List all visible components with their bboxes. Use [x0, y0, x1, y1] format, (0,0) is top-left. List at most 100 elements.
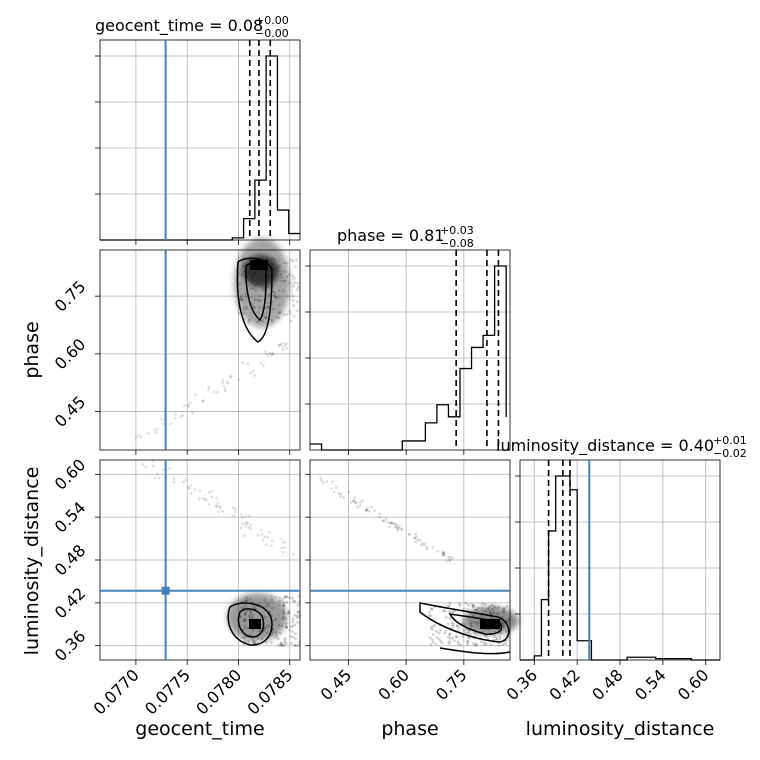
- sample-point: [239, 526, 242, 530]
- sample-point: [427, 614, 431, 618]
- sample-point: [296, 285, 300, 289]
- sample-point: [279, 537, 283, 541]
- sample-point: [448, 633, 452, 637]
- sample-point: [153, 476, 157, 480]
- sample-point: [297, 615, 301, 619]
- sample-point: [294, 265, 297, 269]
- title-phase-main: phase = 0.81: [337, 226, 444, 245]
- sample-point: [354, 501, 358, 505]
- sample-point: [453, 639, 456, 643]
- sample-point: [416, 538, 420, 542]
- contour-core: [249, 619, 261, 629]
- sample-point: [168, 467, 172, 470]
- sample-point: [415, 535, 418, 539]
- sample-point: [249, 527, 253, 530]
- sample-point: [293, 281, 297, 284]
- y-tick-label: 0.36: [51, 627, 90, 666]
- sample-point: [367, 509, 371, 513]
- sample-point: [431, 640, 435, 644]
- sample-point: [293, 643, 297, 647]
- sample-point: [425, 547, 429, 551]
- x-tick-label: 0.0785: [244, 665, 297, 718]
- sample-point: [364, 508, 368, 512]
- sample-point: [137, 434, 140, 437]
- sample-point: [429, 614, 433, 618]
- sample-point: [388, 525, 392, 529]
- hist-panel-geocent-time: [95, 39, 301, 245]
- sample-point: [381, 519, 385, 523]
- sample-point: [296, 643, 300, 647]
- sample-point: [492, 635, 496, 639]
- sample-point: [472, 642, 475, 645]
- sample-point: [495, 637, 499, 641]
- sample-point: [215, 496, 218, 500]
- title-luminosity-distance-main: luminosity_distance = 0.40: [496, 436, 714, 456]
- contour-outer: [419, 602, 510, 643]
- sample-point: [480, 640, 483, 643]
- sample-point: [319, 476, 323, 480]
- sample-point: [207, 502, 211, 506]
- sample-point: [489, 604, 493, 608]
- sample-point: [162, 468, 165, 472]
- sample-point: [408, 532, 412, 536]
- sample-point: [157, 476, 161, 480]
- sample-point: [279, 641, 283, 645]
- sample-point: [172, 477, 176, 480]
- sample-point: [480, 601, 484, 605]
- sample-point: [359, 501, 363, 504]
- sample-point: [201, 399, 205, 403]
- sample-point: [223, 389, 227, 393]
- sample-point: [378, 515, 381, 519]
- x-tick-label: 0.0770: [90, 665, 143, 718]
- sample-point: [264, 352, 268, 356]
- sample-point: [249, 523, 253, 527]
- sample-point: [441, 550, 444, 554]
- sample-point: [447, 642, 451, 645]
- sample-point: [443, 609, 447, 613]
- sample-point: [467, 636, 471, 640]
- sample-point: [266, 354, 270, 357]
- sample-point: [291, 624, 295, 628]
- sample-point: [248, 640, 251, 644]
- histogram-step: [100, 55, 300, 241]
- sample-point: [288, 628, 292, 632]
- sample-point: [490, 603, 494, 607]
- sample-point: [464, 601, 468, 605]
- sample-point: [281, 341, 285, 345]
- sample-point: [153, 428, 156, 432]
- sample-point: [413, 536, 417, 540]
- sample-point: [292, 314, 296, 318]
- sample-point: [466, 642, 469, 646]
- x-tick-label: 0.0775: [141, 665, 194, 718]
- sample-point: [429, 643, 433, 646]
- sample-point: [155, 472, 159, 476]
- sample-point: [459, 643, 463, 647]
- sample-point: [466, 639, 470, 643]
- sample-point: [294, 258, 298, 262]
- sample-point: [259, 361, 263, 365]
- x-tick-label: 0.0780: [192, 665, 245, 718]
- sample-point: [390, 521, 394, 525]
- sample-point: [448, 558, 452, 562]
- sample-point: [462, 629, 466, 633]
- panel-frame: [99, 249, 301, 451]
- sample-point: [429, 626, 433, 629]
- title-geocent-time: geocent_time = 0.08 +0.00 −0.00: [95, 14, 289, 40]
- sample-point: [294, 637, 298, 641]
- sample-point: [288, 312, 292, 315]
- sample-point: [285, 625, 289, 629]
- xlabel-luminosity-distance: luminosity_distance: [526, 718, 715, 740]
- sample-point: [221, 378, 225, 382]
- sample-point: [231, 506, 235, 510]
- sample-point: [262, 364, 265, 367]
- sample-point: [440, 641, 444, 645]
- sample-point: [291, 630, 295, 634]
- sample-point: [455, 635, 459, 639]
- sample-point: [319, 478, 323, 482]
- sample-point: [339, 492, 342, 496]
- sample-point: [147, 432, 150, 435]
- sample-point: [188, 401, 192, 405]
- sample-point: [214, 505, 218, 509]
- title-geocent-time-plus: +0.00: [255, 14, 289, 27]
